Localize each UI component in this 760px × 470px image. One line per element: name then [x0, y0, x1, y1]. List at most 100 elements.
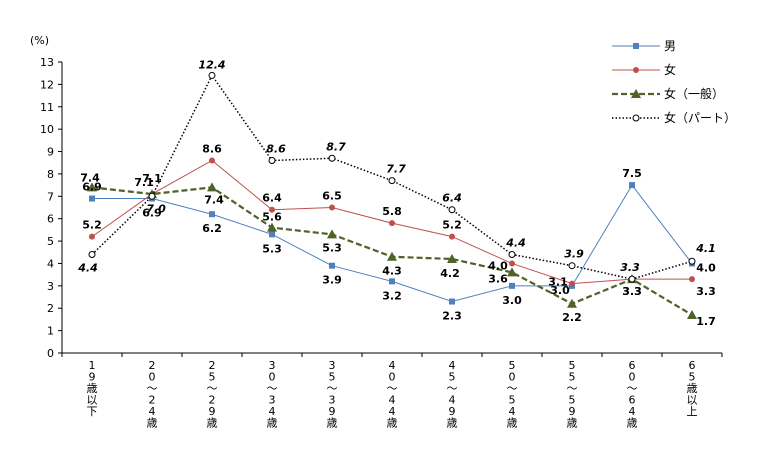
x-category-label: 5 5 ～ 5 9 歳 [567, 359, 578, 430]
x-category-label: 3 0 ～ 3 4 歳 [267, 359, 278, 430]
legend-marker [633, 43, 639, 49]
data-point [327, 229, 337, 239]
data-label: 7.7 [386, 163, 406, 176]
data-label: 3.0 [502, 294, 522, 307]
data-point [389, 278, 395, 285]
axes [61, 62, 722, 354]
legend-marker [633, 67, 639, 73]
data-label: 7.1 [134, 176, 154, 189]
data-label: 6.4 [442, 192, 462, 205]
y-unit-label: (%) [30, 34, 49, 47]
data-label: 3.3 [696, 285, 716, 298]
data-point [329, 204, 335, 211]
data-point [269, 206, 275, 213]
legend-label: 女（一般） [664, 86, 724, 101]
data-label: 5.6 [262, 211, 282, 224]
data-label: 3.9 [564, 248, 584, 261]
data-point [509, 260, 515, 267]
data-point [629, 182, 635, 189]
y-tick-label: 4 [47, 257, 54, 270]
data-point [449, 298, 455, 305]
data-label: 4.4 [77, 262, 98, 275]
y-tick-label: 6 [47, 213, 54, 226]
data-point [628, 275, 636, 283]
data-label: 7.4 [204, 193, 224, 206]
data-label: 4.3 [382, 265, 402, 278]
data-point [508, 251, 516, 259]
data-point [387, 251, 397, 261]
data-point [268, 156, 276, 164]
data-label: 4.1 [695, 242, 716, 255]
data-point [267, 222, 277, 232]
data-label: 3.3 [622, 285, 642, 298]
legend-item-2: 女 [612, 62, 676, 77]
y-tick-label: 1 [47, 325, 54, 338]
data-point [148, 192, 156, 200]
data-label: 6.9 [82, 181, 102, 194]
data-point [87, 182, 97, 192]
data-label: 5.3 [262, 242, 282, 255]
data-label: 12.4 [198, 58, 225, 71]
data-label: 3.6 [488, 272, 508, 285]
data-label: 3.1 [548, 276, 568, 289]
legend-item-1: 男 [612, 39, 676, 53]
data-label: 5.3 [322, 241, 342, 254]
data-point [507, 267, 517, 277]
data-point [447, 253, 457, 263]
data-point [328, 154, 336, 162]
x-category-label: 4 5 ～ 4 9 歳 [447, 359, 458, 430]
data-label: 6.4 [262, 192, 282, 205]
data-point [388, 177, 396, 185]
data-label: 1.7 [696, 315, 716, 328]
y-tick-label: 5 [47, 235, 54, 248]
data-label: 3.2 [382, 289, 402, 302]
data-point [687, 309, 697, 319]
legend-label: 女（パート） [664, 110, 736, 125]
data-label: 4.2 [440, 267, 460, 280]
data-point [329, 262, 335, 269]
y-tick-label: 10 [40, 123, 54, 136]
y-tick-label: 13 [40, 56, 54, 69]
y-tick-label: 9 [47, 146, 54, 159]
data-point [689, 276, 695, 283]
y-tick-label: 3 [47, 280, 54, 293]
data-point [89, 233, 95, 240]
x-category-label: 6 0 ～ 6 4 歳 [627, 359, 638, 430]
y-tick-label: 12 [40, 78, 54, 91]
x-category-label: 6 5 歳以上 [687, 359, 698, 418]
data-point [89, 195, 95, 202]
y-tick-label: 7 [47, 190, 54, 203]
series-4 [88, 71, 696, 283]
data-label: 4.4 [505, 237, 526, 250]
legend-marker [632, 114, 640, 122]
data-point [568, 262, 576, 270]
y-tick-label: 8 [47, 168, 54, 181]
x-category-label: 4 0 ～ 4 4 歳 [387, 359, 398, 430]
x-category-label: 2 0 ～ 2 4 歳 [147, 359, 158, 430]
x-category-label: 3 5 ～ 3 9 歳 [327, 359, 338, 430]
y-tick-label: 0 [47, 347, 54, 360]
data-labels: 6.9 6.9 6.2 5.3 3.9 3.2 2.3 3.0 3.0 7.5 4.0 5.2 7.1 8… [77, 58, 716, 328]
x-category-label: 2 5 ～ 2 9 歳 [207, 359, 218, 430]
series-line [91, 73, 693, 280]
data-point [209, 211, 215, 218]
data-label: 7.5 [622, 167, 642, 180]
series-1 [89, 182, 695, 305]
x-category-label: 5 0 ～ 5 4 歳 [507, 359, 518, 430]
data-label: 5.2 [82, 219, 102, 232]
data-label: 8.7 [326, 140, 346, 153]
data-label: 3.3 [620, 261, 640, 274]
legend-label: 女 [664, 62, 676, 77]
data-point [449, 233, 455, 240]
data-label: 7.1 [142, 172, 162, 185]
data-point [88, 251, 96, 259]
data-point [209, 157, 215, 164]
data-point [207, 182, 217, 192]
legend: 男女女（一般） 女（パート） [612, 39, 736, 125]
series-group [87, 71, 697, 319]
legend-label: 男 [664, 39, 676, 53]
data-label: 3.0 [550, 284, 570, 297]
data-point [688, 257, 696, 265]
data-label: 6.5 [322, 190, 342, 203]
